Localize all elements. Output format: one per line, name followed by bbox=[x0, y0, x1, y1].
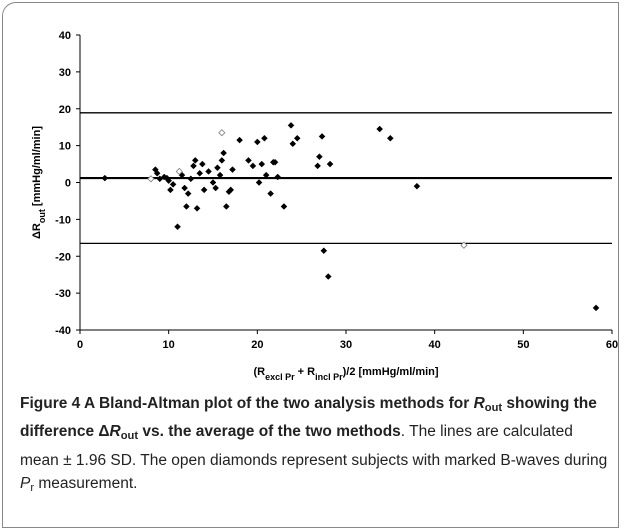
filled-diamond bbox=[184, 190, 192, 197]
x-tick-label: 0 bbox=[77, 339, 83, 351]
filled-diamond bbox=[214, 164, 221, 172]
filled-diamond bbox=[258, 160, 266, 168]
filled-diamond bbox=[169, 180, 177, 188]
caption-part: out bbox=[120, 430, 139, 443]
y-tick-label: 30 bbox=[59, 67, 71, 79]
y-tick-label: 40 bbox=[59, 30, 71, 42]
filled-diamond bbox=[165, 177, 173, 185]
filled-diamond bbox=[101, 174, 109, 182]
x-axis-label: (Rexcl Pr + Rincl Pr)/2 [mmHg/ml/min] bbox=[253, 366, 438, 382]
x-tick-label: 30 bbox=[340, 339, 352, 351]
filled-diamond bbox=[314, 162, 321, 170]
filled-diamond bbox=[274, 173, 282, 181]
filled-diamond bbox=[229, 166, 236, 173]
filled-diamond bbox=[287, 121, 295, 129]
y-axis-label: ΔRout [mmHg/ml/min] bbox=[31, 126, 47, 239]
filled-diamond bbox=[183, 203, 190, 210]
open-diamond bbox=[460, 241, 468, 249]
x-tick-label: 40 bbox=[429, 339, 441, 351]
filled-diamond bbox=[261, 134, 268, 142]
chart: -40 -30 -20 -10 0 10 20 30 40 0 10 20 30 40 50 60 ΔRout … bbox=[31, 30, 618, 382]
filled-diamond bbox=[153, 169, 161, 177]
label-part: + R bbox=[295, 366, 316, 378]
label-part: )/2 [mmHg/ml/min] bbox=[343, 366, 439, 378]
filled-diamond bbox=[326, 160, 334, 168]
filled-diamond bbox=[187, 175, 195, 183]
open-diamond bbox=[218, 129, 226, 137]
y-tick-label: -40 bbox=[55, 325, 71, 337]
filled-diamond bbox=[280, 203, 288, 210]
y-tick-label: -20 bbox=[55, 251, 71, 263]
filled-diamond bbox=[196, 169, 204, 177]
filled-diamond bbox=[209, 179, 217, 186]
x-tick-label: 60 bbox=[606, 339, 618, 351]
filled-diamond bbox=[220, 149, 227, 157]
caption-part: P bbox=[20, 475, 31, 493]
filled-diamond bbox=[200, 186, 208, 194]
filled-diamond bbox=[376, 125, 384, 133]
label-part: (R bbox=[253, 366, 265, 378]
filled-diamond bbox=[218, 157, 226, 164]
filled-diamond bbox=[318, 133, 326, 140]
y-tick-label: 20 bbox=[59, 104, 71, 116]
filled-diamond bbox=[181, 184, 188, 192]
caption-part: vs. the average of the two methods bbox=[138, 423, 401, 441]
label-part: excl Pr bbox=[265, 372, 295, 382]
figure-caption: Figure 4 A Bland-Altman plot of the two … bbox=[20, 392, 615, 500]
filled-diamond bbox=[386, 134, 394, 142]
filled-diamond bbox=[212, 184, 220, 192]
filled-diamond bbox=[245, 157, 252, 164]
filled-diamond bbox=[216, 171, 224, 179]
filled-diamond bbox=[167, 186, 174, 194]
caption-part: showing the difference Δ bbox=[20, 395, 597, 441]
filled-diamond bbox=[174, 223, 181, 231]
filled-diamond bbox=[193, 204, 201, 212]
x-tick-label: 20 bbox=[251, 339, 263, 351]
y-tick-label: -10 bbox=[55, 214, 71, 226]
filled-diamond bbox=[236, 136, 243, 144]
label-part: ΔR bbox=[31, 223, 43, 239]
x-tick-label: 50 bbox=[517, 339, 529, 351]
caption-part: R bbox=[473, 395, 485, 412]
caption-part: Figure 4 A Bland-Altman plot of the two … bbox=[20, 395, 474, 412]
filled-diamond bbox=[592, 304, 600, 312]
label-part: out bbox=[37, 209, 47, 223]
open-diamond bbox=[147, 175, 155, 183]
y-tick-label: 0 bbox=[65, 178, 71, 190]
filled-diamond bbox=[249, 162, 257, 170]
filled-diamond bbox=[262, 171, 270, 179]
caption-part: . The lines are calculated mean ± 1.96 S… bbox=[20, 423, 608, 469]
filled-diamond bbox=[191, 157, 199, 164]
caption-part: r bbox=[30, 481, 35, 494]
caption-part: out bbox=[484, 401, 503, 414]
filled-diamond bbox=[190, 162, 197, 170]
y-tick-label: 10 bbox=[59, 141, 71, 153]
filled-diamond bbox=[222, 203, 230, 210]
open-diamond bbox=[175, 167, 183, 176]
label-part: [mmHg/ml/min] bbox=[31, 126, 43, 209]
x-tick-label: 10 bbox=[163, 339, 175, 351]
filled-diamond bbox=[255, 179, 263, 186]
filled-diamond bbox=[324, 273, 332, 280]
filled-diamond bbox=[199, 160, 206, 168]
filled-diamond bbox=[320, 247, 328, 255]
filled-diamond bbox=[271, 158, 279, 166]
filled-diamond bbox=[227, 186, 235, 194]
filled-diamond bbox=[253, 138, 261, 146]
figure-frame bbox=[2, 2, 619, 528]
filled-diamond bbox=[289, 140, 297, 148]
filled-diamond bbox=[316, 153, 323, 161]
filled-diamond bbox=[413, 182, 421, 190]
caption-part: R bbox=[109, 423, 121, 441]
label-part: incl Pr bbox=[315, 372, 343, 382]
y-tick-label: -30 bbox=[55, 288, 71, 300]
filled-diamond bbox=[205, 168, 212, 175]
caption-part: measurement. bbox=[34, 475, 138, 493]
filled-diamond bbox=[293, 134, 301, 142]
filled-diamond bbox=[267, 190, 274, 197]
